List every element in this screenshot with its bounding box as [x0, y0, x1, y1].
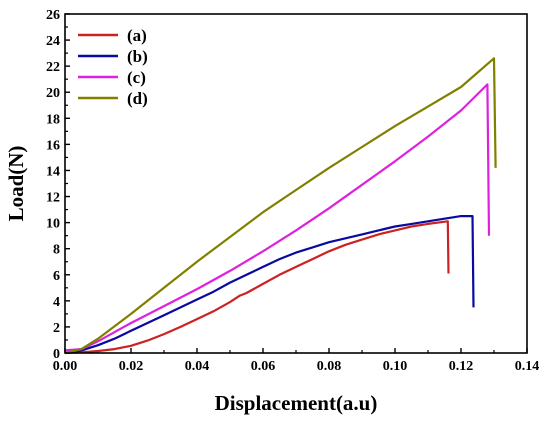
- legend-label: (c): [127, 68, 146, 87]
- y-tick-label: 26: [46, 8, 60, 23]
- legend-label: (a): [127, 26, 147, 45]
- y-tick-label: 16: [46, 138, 60, 153]
- axis-ticks: 0.00 0.02 0.04 0.06 0.08 0.10 0.12 0.1402468101…: [46, 8, 539, 374]
- x-tick-label: 0.10: [383, 359, 408, 374]
- y-tick-label: 18: [46, 112, 60, 127]
- y-tick-label: 6: [53, 269, 60, 284]
- series-layer: [64, 57, 497, 355]
- y-tick-label: 0: [53, 347, 60, 362]
- legend-label: (b): [127, 47, 148, 66]
- series-line-a: [64, 220, 450, 355]
- series-line-b: [64, 215, 475, 355]
- y-tick-label: 10: [46, 217, 60, 232]
- series-line-c: [64, 83, 491, 352]
- y-tick-label: 2: [53, 321, 60, 336]
- y-tick-label: 20: [46, 86, 60, 101]
- y-tick-label: 12: [46, 191, 60, 206]
- x-axis-label: Displacement(a.u): [215, 391, 378, 415]
- x-tick-label: 0.14: [515, 359, 540, 374]
- legend: (a) (b) (c) (d): [78, 26, 148, 108]
- y-tick-label: 22: [46, 60, 60, 75]
- y-tick-label: 24: [46, 34, 60, 49]
- x-tick-label: 0.08: [317, 359, 342, 374]
- y-tick-label: 14: [46, 164, 60, 179]
- plot-frame: [64, 13, 528, 354]
- legend-label: (d): [127, 89, 148, 108]
- y-axis-label: Load(N): [4, 146, 28, 222]
- x-tick-label: 0.02: [119, 359, 144, 374]
- series-line-d: [64, 57, 497, 355]
- x-tick-label: 0.00: [53, 359, 78, 374]
- x-tick-label: 0.06: [251, 359, 276, 374]
- x-tick-label: 0.04: [185, 359, 210, 374]
- x-tick-label: 0.12: [449, 359, 474, 374]
- y-tick-label: 8: [53, 243, 60, 258]
- y-tick-label: 4: [53, 295, 60, 310]
